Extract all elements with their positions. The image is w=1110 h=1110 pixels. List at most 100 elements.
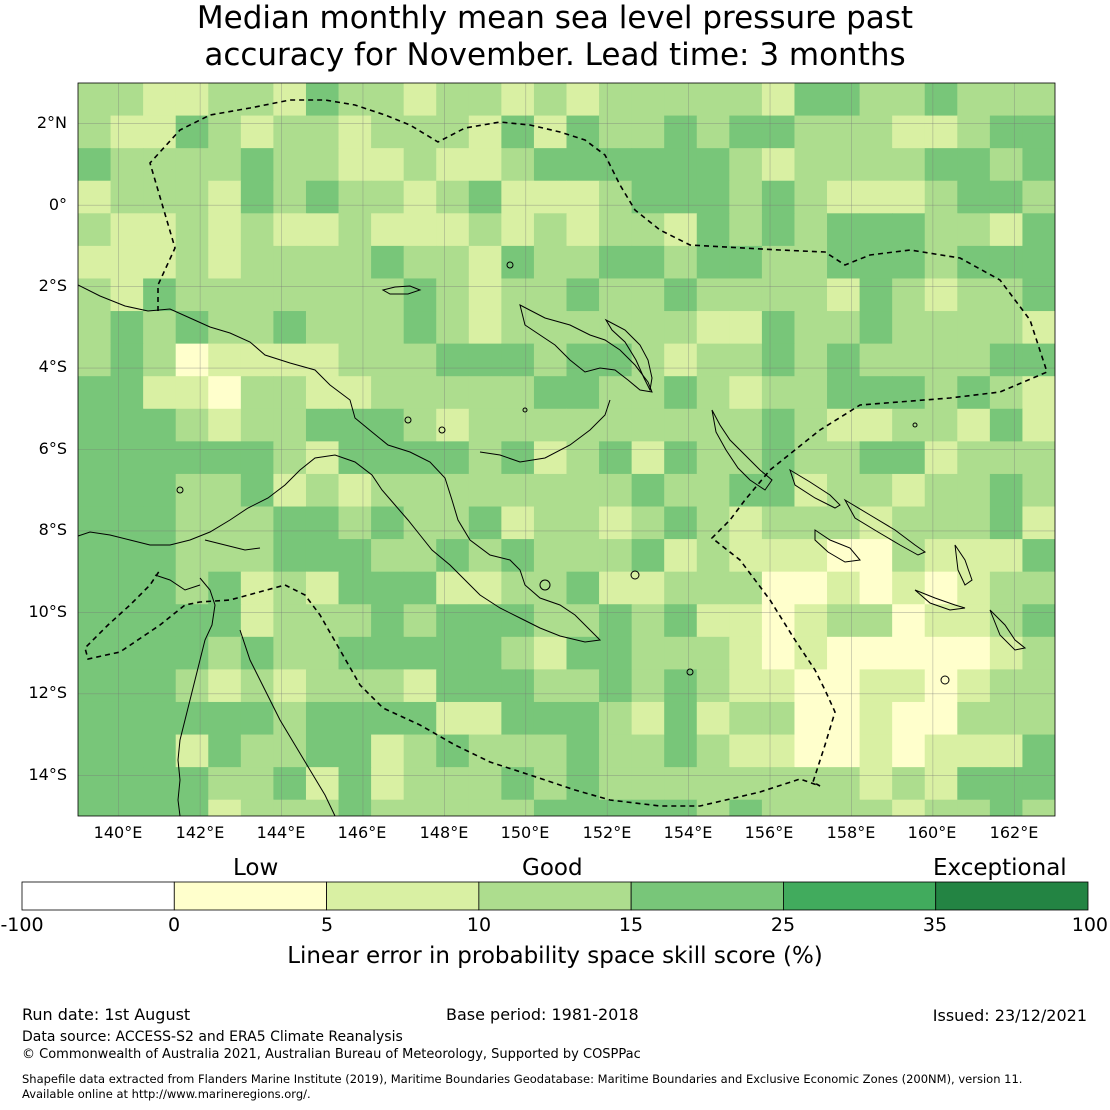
grid-cell bbox=[436, 83, 470, 117]
grid-cell bbox=[1022, 278, 1055, 312]
grid-cell bbox=[794, 799, 828, 816]
grid-cell bbox=[78, 180, 112, 214]
grid-cell bbox=[827, 604, 861, 638]
lon-label: 162°E bbox=[989, 823, 1039, 842]
grid-cell bbox=[533, 148, 567, 182]
grid-cell bbox=[924, 734, 958, 768]
grid-cell bbox=[599, 115, 633, 149]
grid-cell bbox=[403, 767, 437, 801]
grid-cell bbox=[696, 734, 730, 768]
colorbar-segment bbox=[173, 881, 327, 911]
grid-cell bbox=[175, 636, 209, 670]
grid-cell bbox=[175, 245, 209, 279]
bougainville-coastline bbox=[711, 409, 773, 491]
grid-cell bbox=[957, 278, 991, 312]
grid-cell bbox=[664, 473, 698, 508]
grid-cell bbox=[208, 180, 242, 214]
grid-cell bbox=[175, 376, 209, 410]
grid-cell bbox=[729, 83, 763, 117]
base-period: Base period: 1981-2018 bbox=[446, 1005, 639, 1024]
grid-cell bbox=[403, 213, 437, 247]
grid-cell bbox=[631, 245, 665, 279]
grid-cell bbox=[240, 734, 274, 768]
grid-cell bbox=[892, 539, 926, 573]
grid-cell bbox=[957, 180, 991, 214]
grid-cell bbox=[696, 311, 730, 345]
grid-cell bbox=[208, 701, 242, 736]
grid-cell bbox=[240, 278, 274, 312]
grid-cell bbox=[924, 311, 958, 345]
new-ireland-coastline bbox=[604, 318, 653, 392]
grid-cell bbox=[761, 180, 795, 214]
grid-cell bbox=[338, 115, 372, 149]
grid-cell bbox=[338, 213, 372, 247]
grid-cell bbox=[859, 311, 893, 345]
grid-cell bbox=[957, 473, 991, 508]
grid-cell bbox=[78, 701, 112, 736]
grid-cell bbox=[533, 180, 567, 214]
grid-cell bbox=[827, 148, 861, 182]
grid-cell bbox=[761, 701, 795, 736]
grid-cell bbox=[273, 506, 307, 540]
grid-cell bbox=[859, 473, 893, 508]
grid-cell bbox=[729, 278, 763, 312]
grid-cell bbox=[436, 278, 470, 312]
grid-cell bbox=[468, 701, 502, 736]
lon-label: 156°E bbox=[744, 823, 794, 842]
grid-cell bbox=[240, 604, 274, 638]
grid-cell bbox=[892, 408, 926, 442]
grid-cell bbox=[78, 669, 112, 703]
grid-cell bbox=[989, 83, 1023, 117]
grid-cell bbox=[143, 799, 177, 816]
grid-cell bbox=[533, 343, 567, 377]
grid-cell bbox=[501, 441, 535, 475]
lon-label: 148°E bbox=[419, 823, 469, 842]
grid-cell bbox=[566, 311, 600, 345]
grid-cell bbox=[599, 506, 633, 540]
grid-cell bbox=[664, 734, 698, 768]
grid-cell bbox=[501, 148, 535, 182]
grid-cell bbox=[468, 604, 502, 638]
grid-cell bbox=[208, 799, 242, 816]
grid-cell bbox=[827, 245, 861, 279]
grid-cell bbox=[989, 213, 1023, 247]
grid-cell bbox=[468, 441, 502, 475]
grid-cell bbox=[1022, 441, 1055, 475]
fly-delta bbox=[204, 539, 261, 551]
grid-cell bbox=[696, 376, 730, 410]
grid-cell bbox=[371, 408, 405, 442]
grid-cell bbox=[631, 83, 665, 117]
grid-cell bbox=[989, 539, 1023, 573]
grid-cell bbox=[501, 539, 535, 573]
shapefile-credit-line-1: Shapefile data extracted from Flanders M… bbox=[22, 1072, 1023, 1086]
grid-cell bbox=[599, 473, 633, 508]
grid-cell bbox=[403, 278, 437, 312]
grid-cell bbox=[566, 506, 600, 540]
east-cape-york-coast bbox=[239, 629, 336, 816]
grid-cell bbox=[533, 734, 567, 768]
grid-cell bbox=[566, 604, 600, 638]
grid-cell bbox=[78, 734, 112, 768]
grid-cell bbox=[273, 408, 307, 442]
grid-cell bbox=[208, 376, 242, 410]
grid-cell bbox=[696, 799, 730, 816]
grid-cell bbox=[78, 148, 112, 182]
grid-cell bbox=[729, 636, 763, 670]
grid-cell bbox=[175, 148, 209, 182]
grid-cell bbox=[305, 376, 340, 410]
grid-cell bbox=[696, 245, 730, 279]
grid-cell bbox=[566, 278, 600, 312]
grid-cell bbox=[143, 213, 177, 247]
grid-cell bbox=[696, 115, 730, 149]
santa-isabel-coastline bbox=[843, 498, 927, 556]
grid-cell bbox=[78, 245, 112, 279]
grid-cell bbox=[175, 213, 209, 247]
grid-cell bbox=[892, 734, 926, 768]
grid-cell bbox=[1022, 636, 1055, 670]
grid-cell bbox=[78, 473, 112, 508]
grid-cell bbox=[989, 506, 1023, 540]
grid-cell bbox=[1022, 767, 1055, 801]
grid-cell bbox=[566, 343, 600, 377]
grid-cell bbox=[989, 604, 1023, 638]
